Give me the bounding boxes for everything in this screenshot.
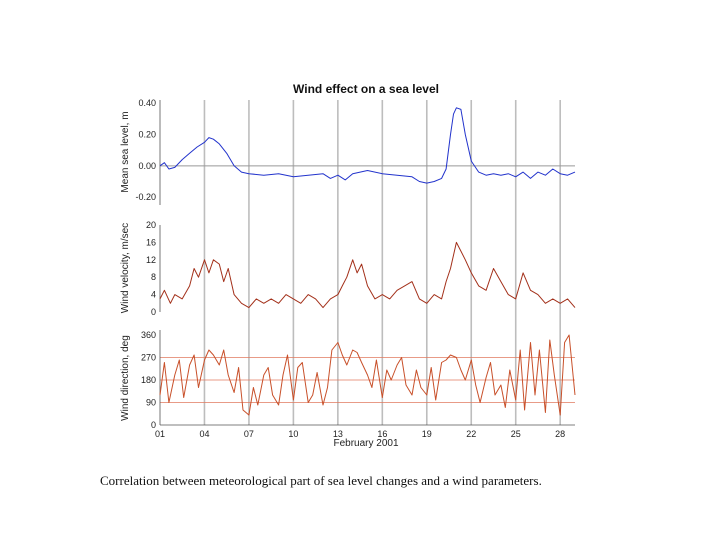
y-tick-label: 270: [141, 353, 156, 363]
figure-caption: Correlation between meteorological part …: [100, 473, 542, 488]
x-tick-label: 28: [555, 429, 565, 439]
y-tick-label: -0.20: [135, 192, 156, 202]
x-tick-label: 19: [422, 429, 432, 439]
y-tick-label: 16: [146, 237, 156, 247]
y-tick-label: 8: [151, 272, 156, 282]
x-tick-label: 16: [377, 429, 387, 439]
x-tick-label: 07: [244, 429, 254, 439]
y-axis-title: Wind direction, deg: [120, 335, 131, 421]
y-tick-label: 0.40: [138, 98, 156, 108]
x-axis-title: February 2001: [333, 438, 398, 449]
x-tick-label: 10: [288, 429, 298, 439]
y-tick-label: 360: [141, 330, 156, 340]
y-tick-label: 12: [146, 255, 156, 265]
x-tick-label: 01: [155, 429, 165, 439]
y-axis-title: Wind velocity, m/sec: [120, 223, 131, 313]
y-tick-label: 0.20: [138, 129, 156, 139]
sea-level-series-line: [159, 107, 576, 184]
wind-direction-series-line: [159, 334, 576, 416]
chart-title: Wind effect on a sea level: [293, 82, 439, 96]
y-tick-label: 0: [151, 307, 156, 317]
y-tick-label: 180: [141, 375, 156, 385]
x-tick-label: 04: [199, 429, 209, 439]
y-tick-label: 4: [151, 290, 156, 300]
x-tick-label: 25: [511, 429, 521, 439]
y-tick-label: 90: [146, 398, 156, 408]
y-axis-title: Mean sea level, m: [120, 111, 131, 192]
y-tick-label: 0.00: [138, 161, 156, 171]
x-tick-label: 13: [333, 429, 343, 439]
wind-velocity-series-line: [159, 241, 576, 309]
x-tick-label: 22: [466, 429, 476, 439]
y-tick-label: 0: [151, 420, 156, 430]
y-tick-label: 20: [146, 220, 156, 230]
